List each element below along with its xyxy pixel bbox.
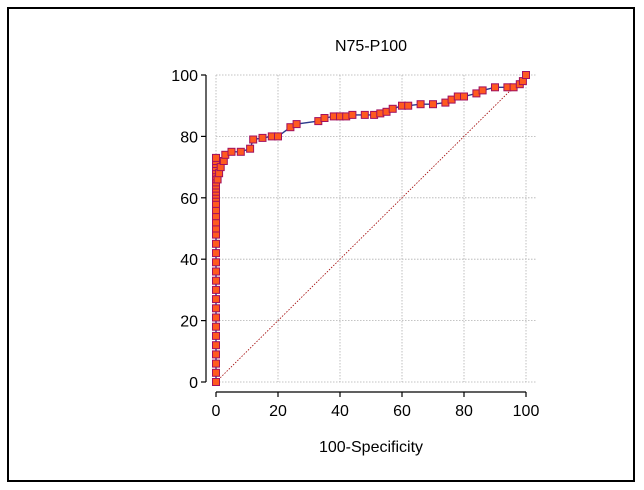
- roc-point: [212, 331, 220, 340]
- roc-point: [320, 114, 329, 122]
- roc-point: [212, 304, 220, 313]
- axes: [205, 75, 526, 393]
- roc-point: [236, 147, 245, 156]
- x-tick-label: 80: [455, 403, 473, 420]
- roc-point: [429, 100, 437, 109]
- roc-point: [212, 378, 220, 386]
- roc-point: [212, 153, 220, 162]
- y-axis-ticks: 0 20 40 60 80 100: [171, 68, 206, 392]
- y-tick-label: 100: [171, 68, 198, 85]
- roc-point: [460, 92, 468, 101]
- roc-point: [478, 86, 487, 95]
- x-tick-label: 40: [331, 403, 349, 420]
- roc-point: [522, 71, 530, 79]
- x-tick-label: 100: [513, 403, 540, 420]
- y-tick-label: 0: [189, 375, 198, 392]
- grid: [215, 74, 536, 383]
- roc-point: [249, 135, 258, 144]
- roc-point: [274, 132, 282, 141]
- roc-point: [416, 100, 425, 109]
- roc-point: [360, 110, 369, 119]
- roc-point: [212, 249, 220, 258]
- roc-point: [212, 258, 220, 267]
- x-tick-label: 0: [212, 403, 221, 420]
- roc-curve-points: [212, 71, 530, 386]
- roc-point: [404, 101, 413, 110]
- y-tick-label: 20: [180, 314, 198, 331]
- y-tick-label: 40: [180, 252, 198, 269]
- chart-title: N75-P100: [335, 38, 407, 55]
- roc-point: [212, 239, 220, 248]
- roc-point: [491, 83, 499, 92]
- roc-point: [348, 110, 357, 119]
- roc-point: [212, 267, 220, 276]
- roc-point: [212, 350, 220, 359]
- chart-frame: [7, 7, 635, 482]
- roc-point: [212, 359, 220, 368]
- x-tick-label: 20: [269, 403, 287, 420]
- roc-point: [212, 341, 220, 350]
- roc-point: [246, 144, 255, 153]
- roc-point: [212, 295, 220, 304]
- roc-point: [258, 133, 267, 142]
- reference-diagonal-line: [215, 74, 527, 383]
- x-axis-title: 100-Specificity: [319, 439, 423, 456]
- x-tick-label: 60: [393, 403, 411, 420]
- roc-point: [212, 322, 220, 331]
- roc-point: [227, 147, 236, 156]
- roc-point: [212, 276, 220, 285]
- y-tick-label: 60: [180, 191, 198, 208]
- roc-point: [388, 104, 397, 113]
- roc-point: [292, 120, 301, 129]
- roc-point: [212, 368, 220, 377]
- x-axis-ticks: 0 20 40 60 80 100: [212, 392, 540, 420]
- y-tick-label: 80: [180, 129, 198, 146]
- roc-point: [212, 313, 220, 322]
- roc-point: [212, 285, 220, 294]
